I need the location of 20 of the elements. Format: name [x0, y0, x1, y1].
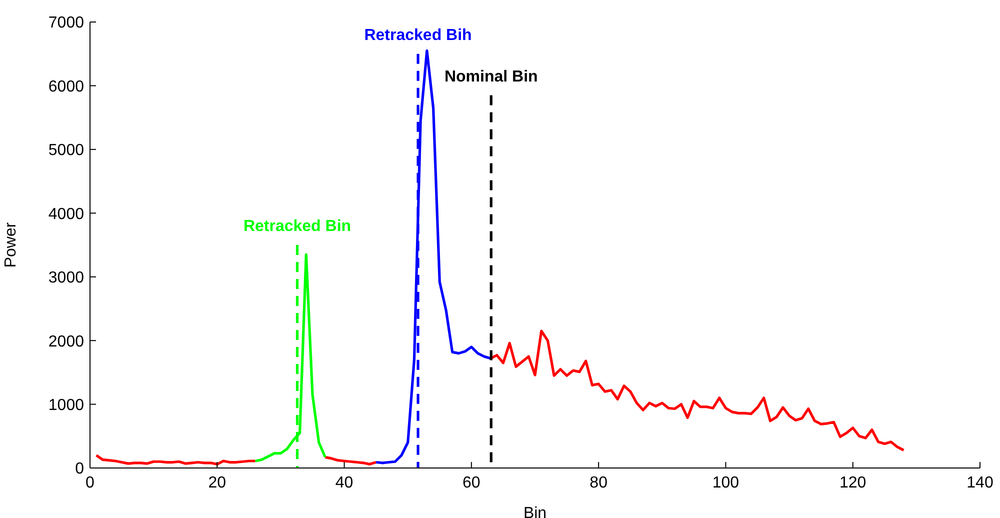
x-axis-title: Bin [523, 505, 547, 518]
x-tick-label: 80 [590, 474, 608, 492]
y-tick-label: 3000 [48, 270, 84, 287]
y-axis-title: Power [2, 222, 20, 268]
y-tick-label: 1000 [48, 396, 84, 414]
x-tick-label: 120 [840, 474, 866, 492]
x-tick-label: 20 [208, 474, 226, 492]
y-tick-label: 5000 [48, 142, 84, 160]
annotation: Retracked Bin [243, 218, 352, 235]
y-tick-label: 0 [75, 460, 84, 478]
y-tick-label: 6000 [48, 78, 84, 96]
x-tick-label: 60 [462, 474, 480, 492]
x-tick-label: 140 [966, 474, 994, 492]
annotation: Nominal Bin [444, 68, 538, 86]
x-tick-label: 100 [712, 474, 740, 492]
y-tick-label: 7000 [48, 14, 84, 32]
y-tick-label: 4000 [48, 206, 84, 223]
y-tick-label: 2000 [48, 333, 84, 350]
annotation: Retracked Bih [364, 26, 472, 44]
x-tick-label: 40 [335, 474, 354, 492]
